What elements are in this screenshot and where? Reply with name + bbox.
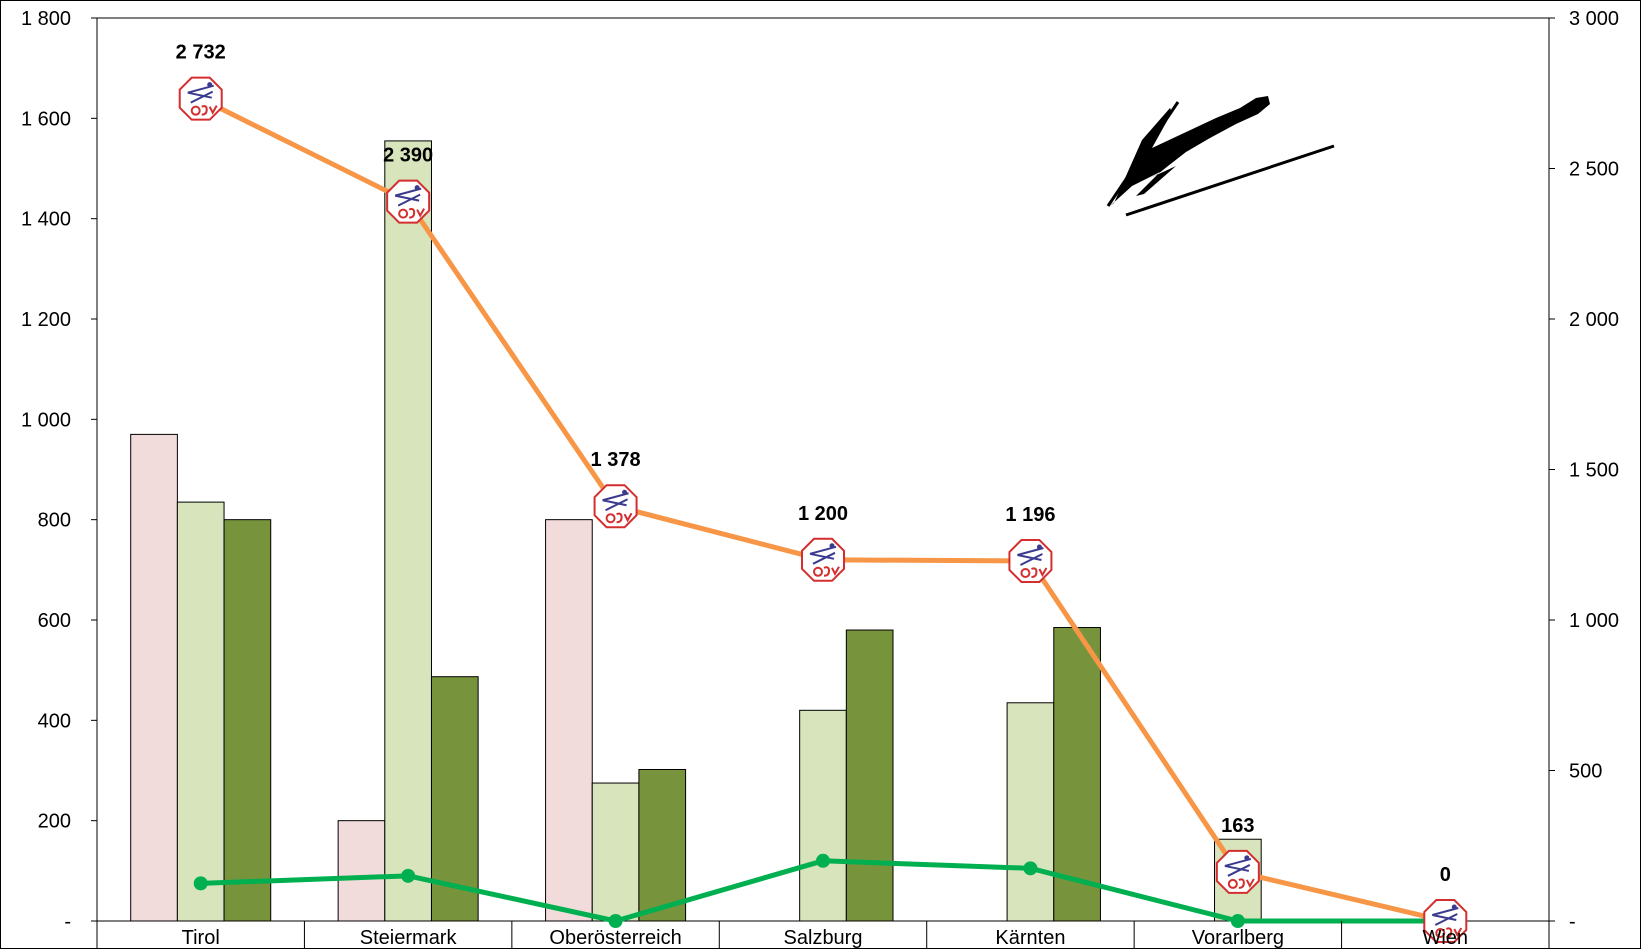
right-tick-label: 3 000 [1569,8,1619,30]
data-label: 1 200 [798,503,848,525]
left-tick-label: 1 000 [21,409,71,431]
green-line-point [816,853,830,868]
left-tick-label: 1 600 [21,108,71,130]
left-tick-label: 1 200 [21,309,71,331]
osv-logo-icon [1215,849,1260,894]
data-label: 0 [1440,864,1451,886]
category-label: Vorarlberg [1192,927,1284,949]
right-tick-label: 1 500 [1569,460,1619,482]
osv-logo-icon [1008,539,1053,584]
bar [1006,702,1055,922]
green-line-point [1023,861,1038,876]
bar [638,768,687,922]
right-tick-label: - [1569,911,1576,933]
category-label: Wien [1422,927,1468,949]
category-label: Kärnten [995,927,1065,949]
bar [1053,627,1101,922]
data-label: 1 196 [1005,504,1055,526]
category-label: Tirol [182,927,220,949]
ski-jumper-silhouette-icon [1106,96,1335,217]
bar [384,140,432,922]
left-tick-label: 1 800 [21,8,71,30]
bar [130,433,178,922]
left-tick-label: 200 [38,811,71,833]
osv-logo-icon [386,179,431,224]
right-tick-label: 1 000 [1569,610,1619,632]
data-label: 163 [1221,815,1254,837]
category-axis: Tirol Steiermark Oberösterreich Salzburg Kär… [96,921,1550,949]
right-tick-label: 2 500 [1569,159,1619,181]
bar [223,519,272,922]
right-tick-label: 2 000 [1569,309,1619,331]
left-tick-label: 600 [38,610,71,632]
category-label: Oberösterreich [549,927,681,949]
bar [430,676,479,922]
right-tick-label: 500 [1569,761,1602,783]
bar [176,501,225,922]
bar [337,820,386,922]
bar [799,709,847,922]
green-line-series [193,853,1453,928]
left-tick-label: - [64,911,71,933]
left-axis: - 200 400 600 800 1 000 1 200 1 400 1 600 1 800 [21,8,97,933]
right-axis: - 500 1 000 1 500 2 000 2 500 3 000 [1549,8,1619,933]
category-label: Salzburg [784,927,863,949]
bar [845,629,894,922]
left-tick-label: 400 [38,710,71,732]
bar [591,782,640,922]
osv-logo-icon [801,537,845,582]
green-line-point [608,914,623,928]
left-tick-label: 1 400 [21,209,71,231]
osv-logo-icon [593,484,638,529]
green-line-point [401,868,416,883]
data-label: 2 390 [383,145,433,167]
green-line-point [1230,914,1245,928]
data-label: 2 732 [176,42,226,64]
orange-line-series: 2 732 2 390 1 378 1 200 1 196 163 0 [176,42,1468,943]
green-line-point [193,876,208,891]
category-label: Steiermark [360,927,458,949]
data-label: 1 378 [591,449,641,471]
osv-logo-icon [178,76,223,121]
left-tick-label: 800 [38,510,71,532]
bar [545,519,593,922]
